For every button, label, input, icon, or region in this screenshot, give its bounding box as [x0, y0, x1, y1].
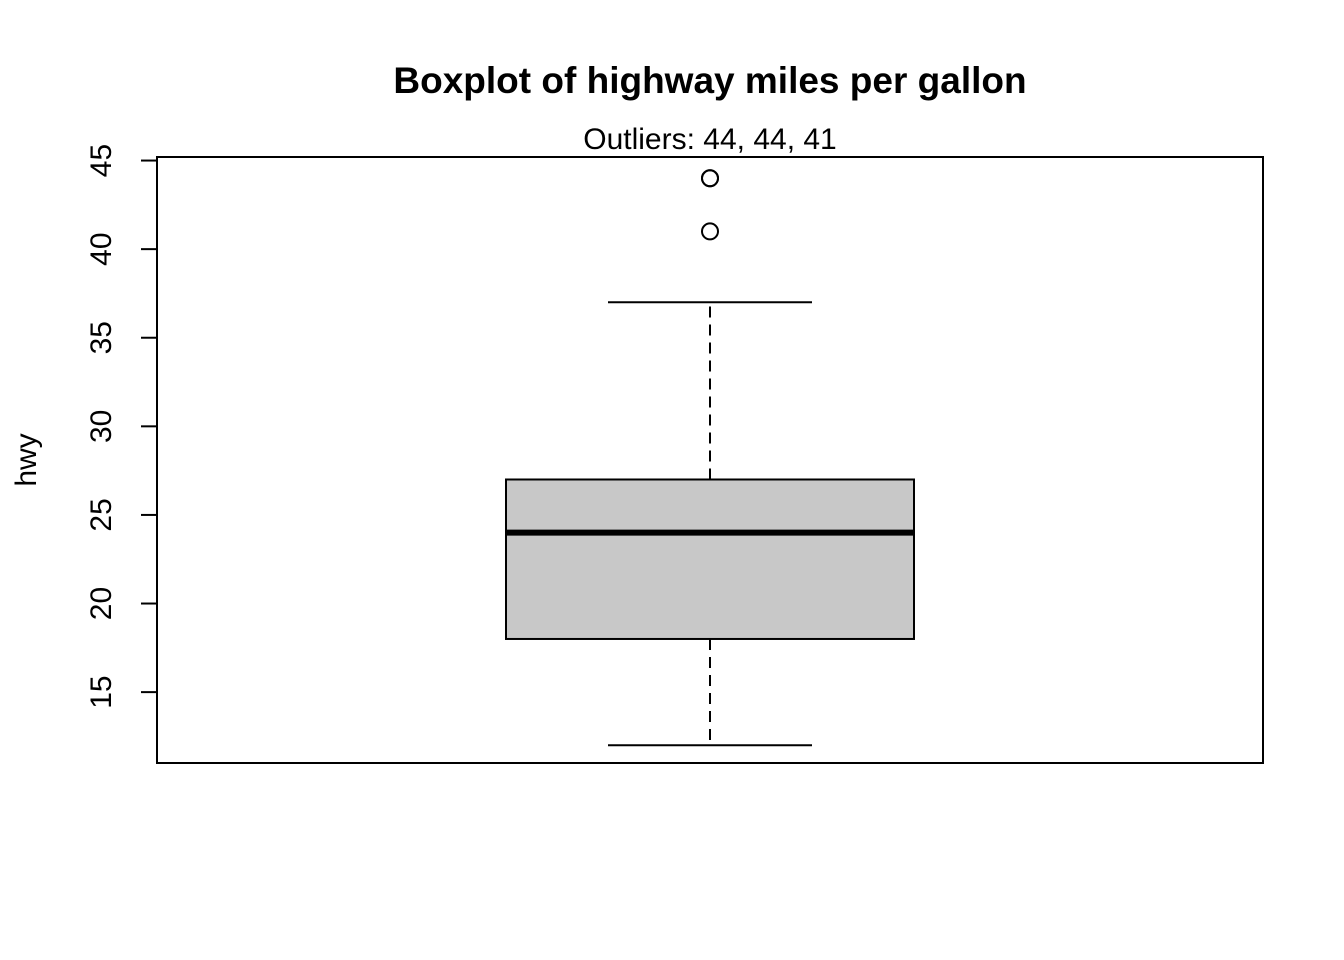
y-tick-label: 30	[85, 410, 118, 443]
y-tick-label: 45	[85, 144, 118, 177]
outlier-point	[701, 169, 719, 188]
plot-marks	[505, 169, 915, 747]
outlier-point	[701, 222, 719, 241]
y-tick-label: 25	[85, 498, 118, 531]
iqr-box	[505, 478, 915, 640]
y-tick-label: 15	[85, 675, 118, 708]
y-tick-label: 35	[85, 321, 118, 354]
chart-title: Boxplot of highway miles per gallon	[393, 60, 1026, 101]
y-axis: 15 20 25 30 35 40 45	[85, 144, 158, 709]
chart-subtitle: Outliers: 44, 44, 41	[583, 123, 836, 156]
y-tick-label: 40	[85, 232, 118, 265]
y-tick-label: 20	[85, 587, 118, 620]
y-axis-label: hwy	[10, 433, 43, 486]
